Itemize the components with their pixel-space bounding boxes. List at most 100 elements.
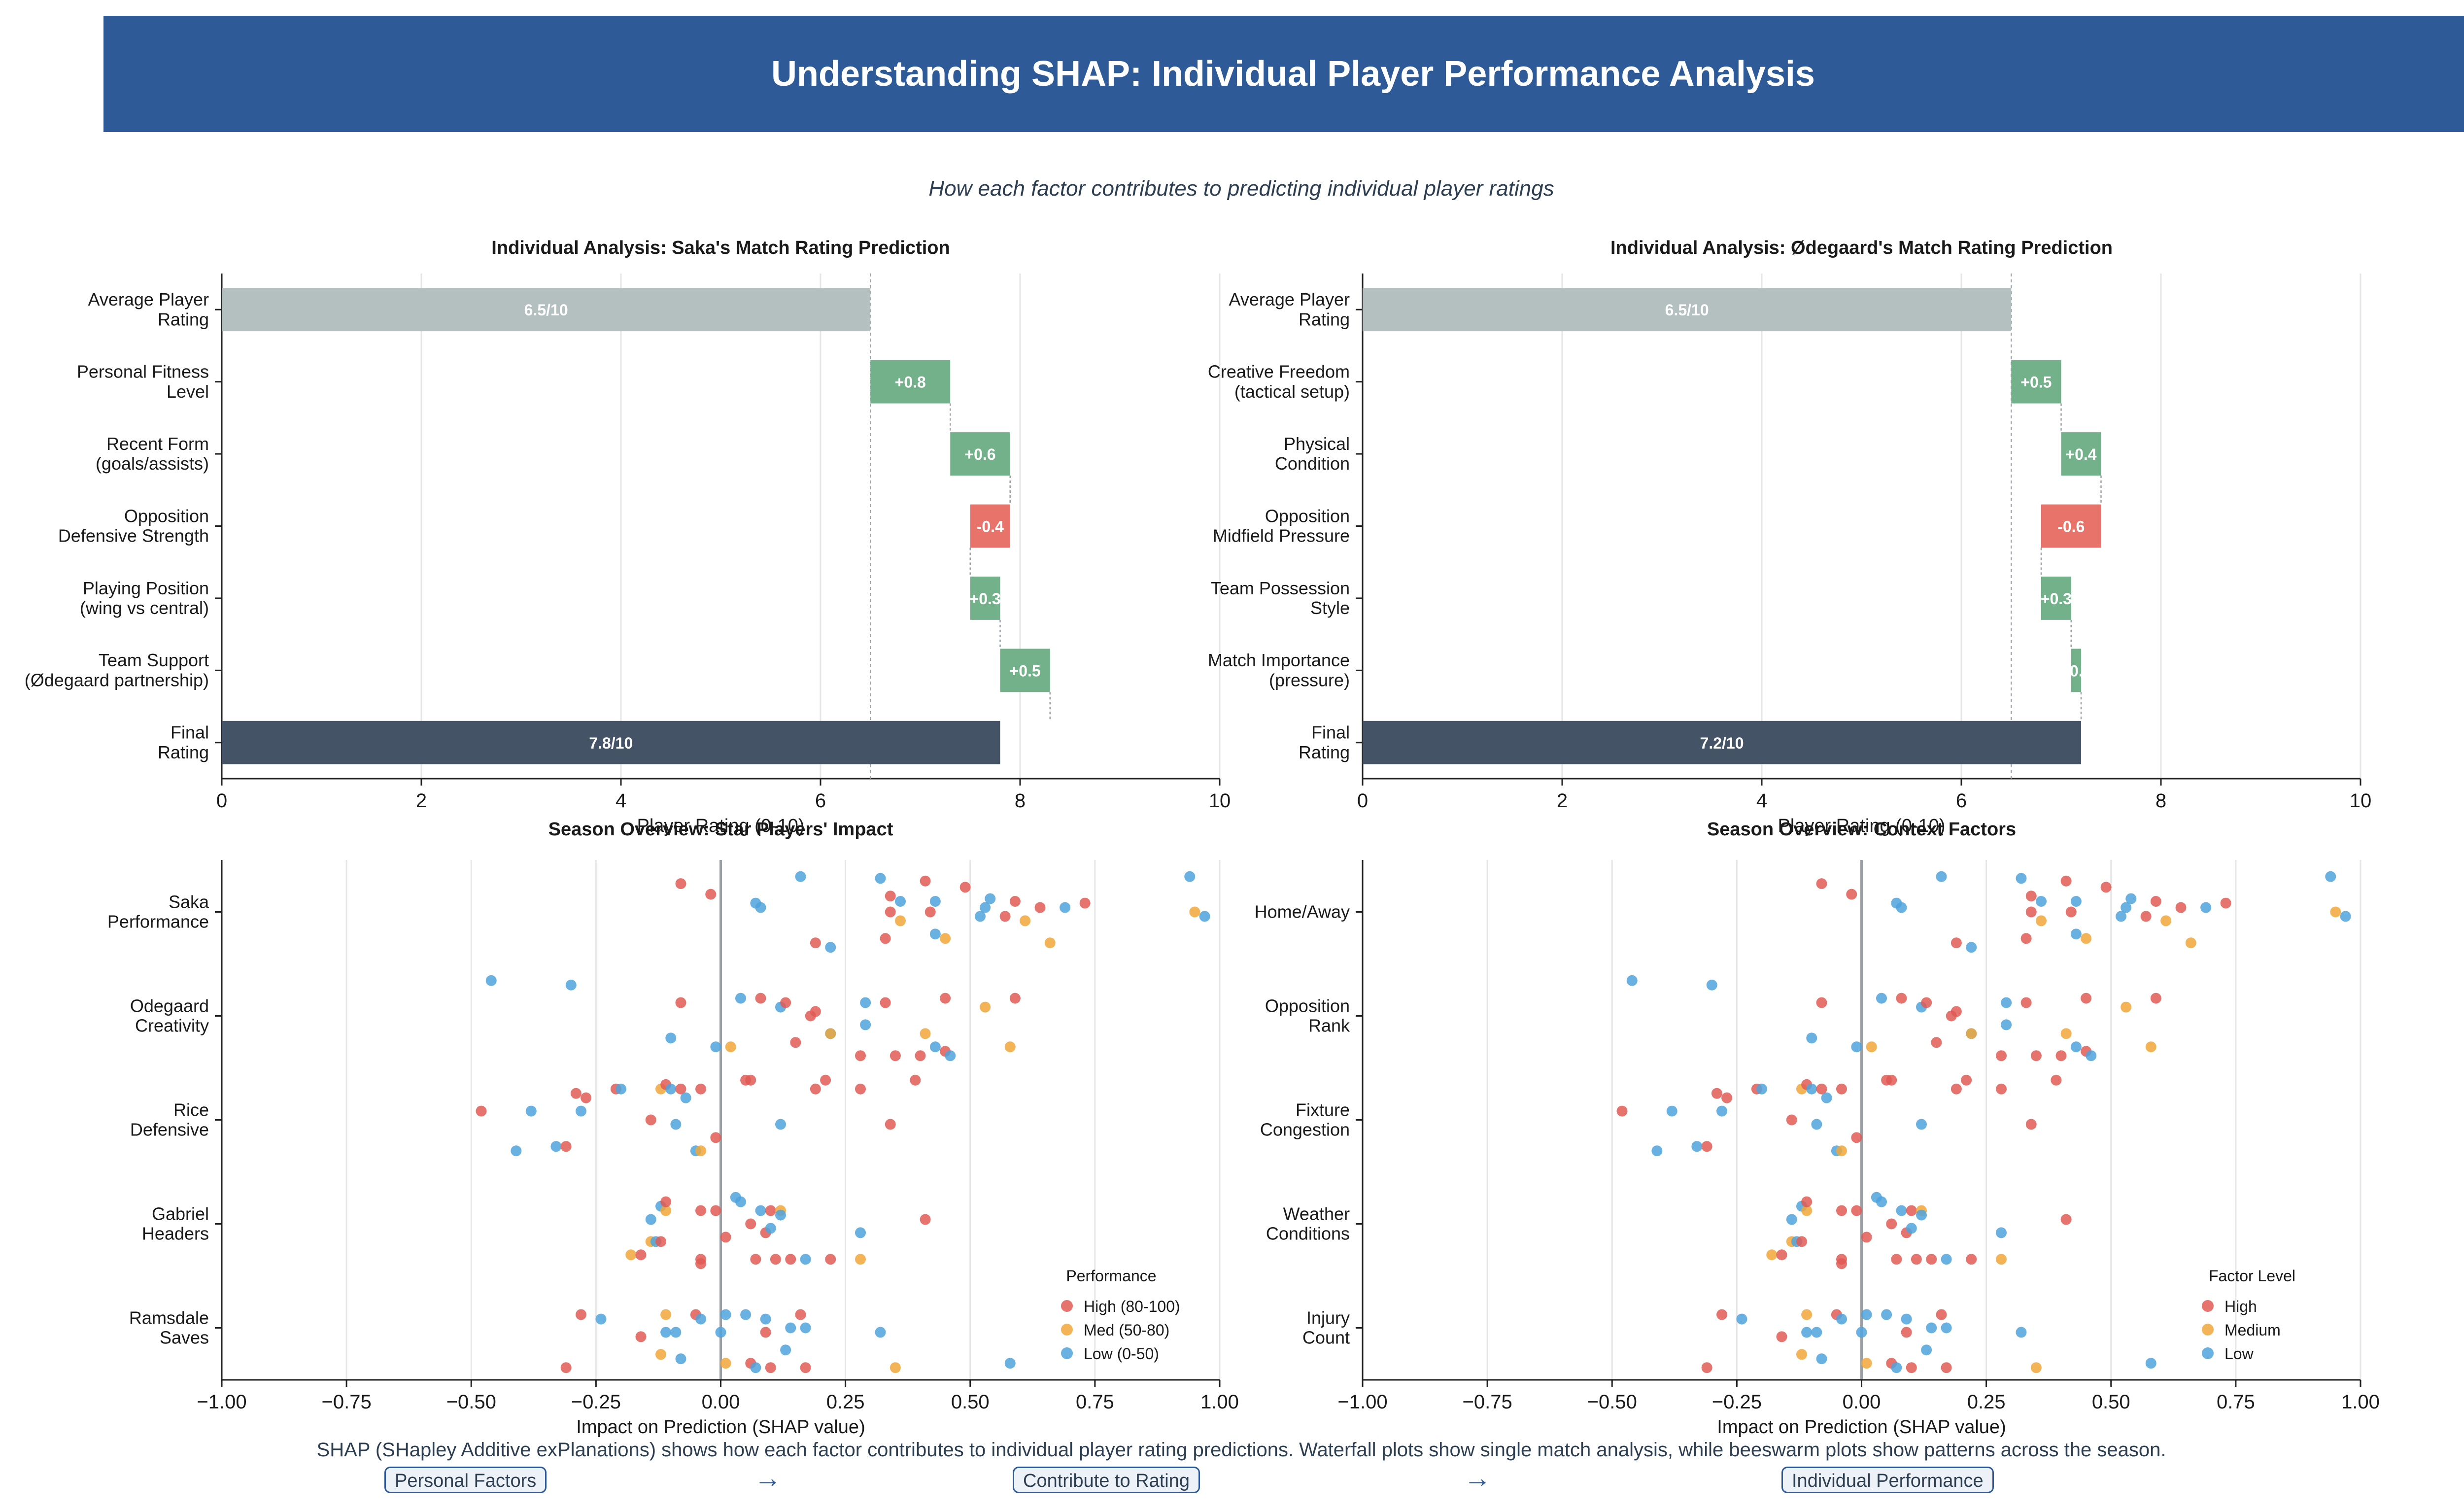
data-point: [695, 1313, 706, 1325]
legend-entry: High (80-100): [1084, 1298, 1180, 1315]
page-title: Understanding SHAP: Individual Player Pe…: [771, 54, 1815, 94]
data-point: [740, 1309, 752, 1320]
data-point: [1816, 878, 1827, 890]
data-point: [570, 1088, 582, 1099]
bar-value-label: 7.2/10: [1700, 734, 1744, 752]
bar-value-label: 6.5/10: [1665, 301, 1709, 319]
data-point: [2185, 937, 2196, 949]
data-point: [929, 895, 941, 907]
y-tick-label: Injury Count: [1302, 1307, 1350, 1347]
data-point: [860, 1019, 871, 1030]
x-tick-label: 0.00: [1843, 1391, 1881, 1413]
data-point: [695, 1083, 706, 1095]
data-point: [2001, 1019, 2012, 1030]
data-point: [735, 1196, 746, 1207]
data-point: [755, 902, 766, 913]
data-point: [1020, 915, 1031, 926]
data-point: [1786, 1214, 1797, 1225]
bar-value-label: -0.6: [2057, 518, 2085, 536]
bar-value-label: 7.8/10: [589, 734, 633, 752]
data-point: [2065, 906, 2077, 918]
data-point: [1961, 1074, 1972, 1086]
data-point: [660, 1196, 672, 1207]
data-point: [2016, 873, 2027, 884]
data-point: [695, 1205, 706, 1216]
data-point: [1906, 1362, 1917, 1373]
data-point: [2025, 1119, 2037, 1130]
data-point: [1776, 1331, 1787, 1342]
data-point: [940, 993, 951, 1004]
data-point: [2086, 1050, 2097, 1062]
data-point: [710, 1041, 721, 1053]
data-point: [1651, 1145, 1663, 1157]
data-point: [2060, 875, 2072, 887]
data-point: [660, 1205, 672, 1216]
data-point: [2020, 997, 2032, 1008]
y-tick-label: Home/Away: [1255, 902, 1350, 922]
y-tick-label: Recent Form (goals/assists): [96, 434, 209, 474]
data-point: [1891, 1362, 1902, 1373]
y-tick-label: Saka Performance: [107, 891, 209, 931]
y-tick-label: Final Rating: [1299, 722, 1350, 762]
data-point: [1966, 1028, 1977, 1039]
data-point: [1906, 1205, 1917, 1216]
data-point: [675, 1353, 686, 1365]
data-point: [1886, 1218, 1897, 1230]
legend-marker: [2202, 1347, 2214, 1359]
data-point: [1736, 1313, 1747, 1325]
data-point: [1951, 1006, 1962, 1017]
legend-entry: Low (0-50): [1084, 1345, 1159, 1363]
data-point: [1861, 1232, 1872, 1243]
data-point: [780, 1344, 791, 1356]
data-point: [476, 1105, 487, 1117]
waterfall-bar: [2041, 577, 2071, 620]
data-point: [680, 1092, 691, 1103]
data-point: [2081, 933, 2092, 944]
data-point: [720, 1358, 731, 1369]
data-point: [550, 1141, 562, 1152]
legend-marker: [2202, 1324, 2214, 1336]
data-point: [1886, 1074, 1897, 1086]
data-point: [1811, 1327, 1822, 1338]
data-point: [880, 933, 891, 944]
data-point: [1911, 1254, 1922, 1265]
data-point: [635, 1331, 647, 1342]
data-point: [1836, 1145, 1847, 1157]
data-point: [915, 1050, 926, 1062]
data-point: [1716, 1309, 1727, 1320]
y-tick-label: Opposition Midfield Pressure: [1213, 506, 1350, 546]
bar-value-label: +0.8: [895, 374, 926, 391]
flow-box-personal-factors: Personal Factors: [384, 1467, 547, 1493]
data-point: [875, 873, 886, 884]
legend-marker: [2202, 1300, 2214, 1312]
data-point: [810, 1006, 821, 1017]
page-subtitle: How each factor contributes to predictin…: [928, 176, 1554, 201]
data-point: [975, 911, 986, 922]
data-point: [1836, 1205, 1847, 1216]
data-point: [920, 1028, 931, 1039]
data-point: [1666, 1105, 1677, 1117]
x-tick-label: 6: [815, 790, 826, 812]
data-point: [1926, 1322, 1937, 1334]
data-point: [1711, 1088, 1722, 1099]
data-point: [735, 993, 746, 1004]
data-point: [720, 1232, 731, 1243]
x-axis-label: Impact on Prediction (SHAP value): [576, 1417, 865, 1438]
data-point: [765, 1223, 776, 1234]
data-point: [1876, 993, 1887, 1004]
data-point: [670, 1119, 682, 1130]
data-point: [1701, 1362, 1712, 1373]
data-point: [675, 1083, 686, 1095]
data-point: [1921, 997, 1932, 1008]
data-point: [1816, 997, 1827, 1008]
data-point: [770, 1254, 781, 1265]
data-point: [1996, 1083, 2007, 1095]
title-banner: Understanding SHAP: Individual Player Pe…: [103, 16, 2464, 132]
x-tick-label: 4: [1756, 790, 1767, 812]
data-point: [1891, 1254, 1902, 1265]
x-tick-label: 1.00: [2341, 1391, 2380, 1413]
data-point: [2340, 911, 2351, 922]
x-tick-label: −0.25: [571, 1391, 621, 1413]
x-tick-label: 0.75: [2217, 1391, 2255, 1413]
legend-title: Factor Level: [2209, 1267, 2295, 1285]
